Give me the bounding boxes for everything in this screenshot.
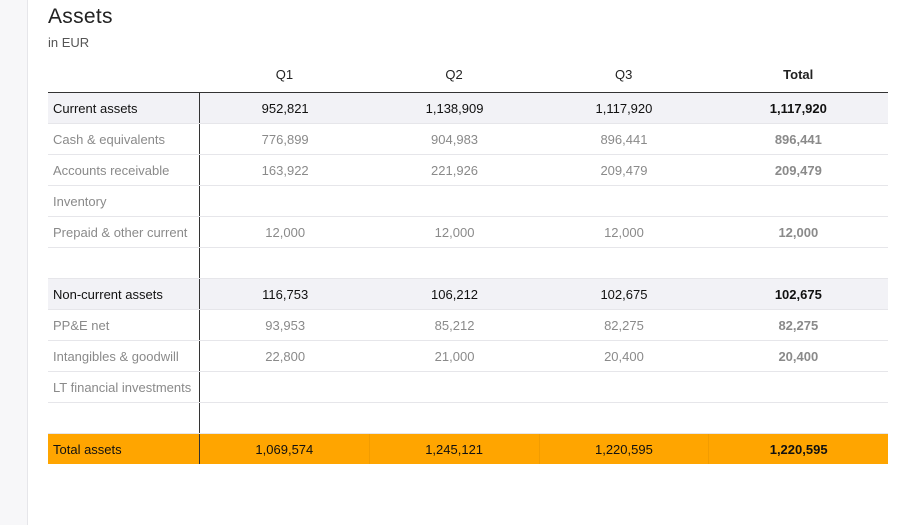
cell-q1 bbox=[199, 403, 369, 433]
row-label: Total assets bbox=[53, 441, 122, 457]
row-label: Inventory bbox=[53, 193, 107, 209]
table-row-intangibles: Intangibles & goodwill 22,800 21,000 20,… bbox=[48, 341, 888, 372]
cell-q3 bbox=[539, 403, 708, 433]
cell-q2: 1,245,121 bbox=[370, 434, 540, 464]
cell-q3: 102,675 bbox=[600, 286, 648, 302]
cell-q2 bbox=[370, 372, 539, 402]
cell-total: 1,220,595 bbox=[769, 441, 828, 457]
page-subtitle: in EUR bbox=[48, 35, 90, 50]
cell-q1: 12,000 bbox=[199, 217, 369, 247]
cell-total: 896,441 bbox=[774, 131, 822, 147]
row-label: Prepaid & other current bbox=[53, 224, 188, 240]
table-header-row: Q1 Q2 Q3 Total bbox=[48, 56, 888, 93]
cell-q1: 163,922 bbox=[199, 155, 369, 185]
left-panel-strip bbox=[0, 0, 28, 525]
cell-total bbox=[709, 372, 888, 402]
cell-q1 bbox=[199, 372, 369, 402]
column-header-q3: Q3 bbox=[614, 66, 633, 82]
cell-q3 bbox=[539, 248, 708, 278]
row-label: Non-current assets bbox=[53, 286, 163, 302]
cell-total bbox=[709, 403, 888, 433]
cell-q3: 1,220,595 bbox=[540, 434, 710, 464]
row-label: LT financial investments bbox=[53, 379, 192, 395]
cell-total bbox=[709, 186, 888, 216]
row-label: Cash & equivalents bbox=[53, 131, 166, 147]
cell-q2 bbox=[370, 403, 539, 433]
cell-q1: 1,069,574 bbox=[198, 434, 370, 464]
cell-q1: 93,953 bbox=[199, 310, 369, 340]
cell-q1: 116,753 bbox=[199, 279, 369, 309]
cell-total: 82,275 bbox=[778, 317, 819, 333]
cell-q3: 12,000 bbox=[604, 224, 644, 240]
table-row-total-assets: Total assets 1,069,574 1,245,121 1,220,5… bbox=[48, 434, 888, 464]
table-row-receivable: Accounts receivable 163,922 221,926 209,… bbox=[48, 155, 888, 186]
cell-total: 102,675 bbox=[774, 286, 822, 302]
cell-q3: 1,117,920 bbox=[595, 100, 653, 116]
row-label: Current assets bbox=[53, 100, 138, 116]
row-label bbox=[48, 248, 199, 278]
header-label-cell bbox=[48, 56, 200, 92]
table-row-cash: Cash & equivalents 776,899 904,983 896,4… bbox=[48, 124, 888, 155]
column-header-q1: Q1 bbox=[275, 66, 294, 82]
cell-q2 bbox=[370, 186, 539, 216]
cell-q3: 896,441 bbox=[600, 131, 648, 147]
table-row-current-assets: Current assets 952,821 1,138,909 1,117,9… bbox=[48, 93, 888, 124]
row-label: Intangibles & goodwill bbox=[53, 348, 179, 364]
column-header-q2: Q2 bbox=[445, 66, 463, 82]
cell-q2: 85,212 bbox=[434, 317, 475, 333]
table-row-ppe: PP&E net 93,953 85,212 82,275 82,275 bbox=[48, 310, 888, 341]
row-label bbox=[48, 403, 199, 433]
cell-q1: 22,800 bbox=[199, 341, 369, 371]
table-row-prepaid: Prepaid & other current 12,000 12,000 12… bbox=[48, 217, 888, 248]
cell-q2: 221,926 bbox=[431, 162, 479, 178]
cell-total bbox=[709, 248, 888, 278]
table-row-non-current-assets: Non-current assets 116,753 106,212 102,6… bbox=[48, 279, 888, 310]
page-title: Assets bbox=[48, 5, 113, 28]
cell-q3: 209,479 bbox=[600, 162, 648, 178]
cell-total: 20,400 bbox=[778, 348, 819, 364]
cell-q3: 82,275 bbox=[604, 317, 644, 333]
cell-q2: 1,138,909 bbox=[425, 100, 484, 116]
column-header-total: Total bbox=[783, 66, 814, 82]
cell-q2 bbox=[370, 248, 539, 278]
cell-q1: 952,821 bbox=[199, 93, 369, 123]
table-row-spacer bbox=[48, 403, 888, 434]
cell-q1 bbox=[199, 186, 369, 216]
cell-total: 209,479 bbox=[774, 162, 822, 178]
cell-total: 12,000 bbox=[778, 224, 819, 240]
cell-q2: 21,000 bbox=[434, 348, 475, 364]
cell-q3: 20,400 bbox=[604, 348, 644, 364]
cell-q2: 106,212 bbox=[431, 286, 479, 302]
assets-table: Q1 Q2 Q3 Total Current assets 952,821 1,… bbox=[48, 56, 888, 464]
row-label: PP&E net bbox=[53, 317, 110, 333]
cell-q3 bbox=[539, 186, 708, 216]
cell-q3 bbox=[539, 372, 708, 402]
cell-total: 1,117,920 bbox=[769, 100, 827, 116]
cell-q2: 12,000 bbox=[434, 224, 475, 240]
row-label: Accounts receivable bbox=[53, 162, 170, 178]
cell-q2: 904,983 bbox=[431, 131, 479, 147]
cell-q1: 776,899 bbox=[199, 124, 369, 154]
table-row-inventory: Inventory bbox=[48, 186, 888, 217]
cell-q1 bbox=[199, 248, 369, 278]
table-row-spacer bbox=[48, 248, 888, 279]
table-row-lt-investments: LT financial investments bbox=[48, 372, 888, 403]
